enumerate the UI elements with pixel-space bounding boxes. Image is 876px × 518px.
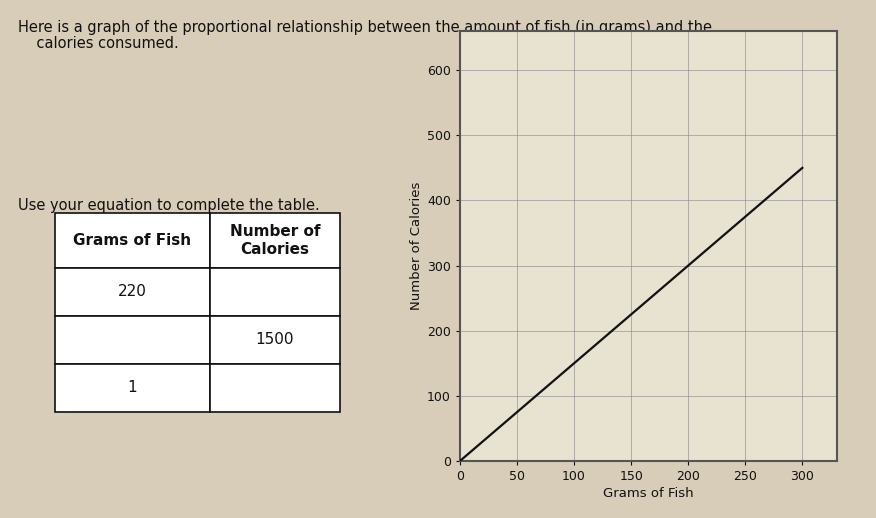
Text: 1: 1	[128, 381, 138, 396]
Text: calories consumed.: calories consumed.	[18, 36, 179, 51]
Bar	[55, 268, 210, 316]
Bar	[55, 364, 210, 412]
Text: Here is a graph of the proportional relationship between the amount of fish (in : Here is a graph of the proportional rela…	[18, 20, 712, 35]
Text: 1500: 1500	[256, 333, 294, 348]
Y-axis label: Number of Calories: Number of Calories	[410, 182, 423, 310]
Bar	[210, 213, 340, 268]
Bar	[210, 316, 340, 364]
Text: Grams of Fish: Grams of Fish	[74, 233, 192, 248]
Bar	[210, 268, 340, 316]
Text: Number of
Calories: Number of Calories	[230, 224, 321, 257]
Text: 220: 220	[118, 284, 147, 299]
X-axis label: Grams of Fish: Grams of Fish	[603, 487, 694, 500]
Bar	[55, 213, 210, 268]
Bar	[55, 316, 210, 364]
Bar	[210, 364, 340, 412]
Text: Use your equation to complete the table.: Use your equation to complete the table.	[18, 198, 320, 213]
